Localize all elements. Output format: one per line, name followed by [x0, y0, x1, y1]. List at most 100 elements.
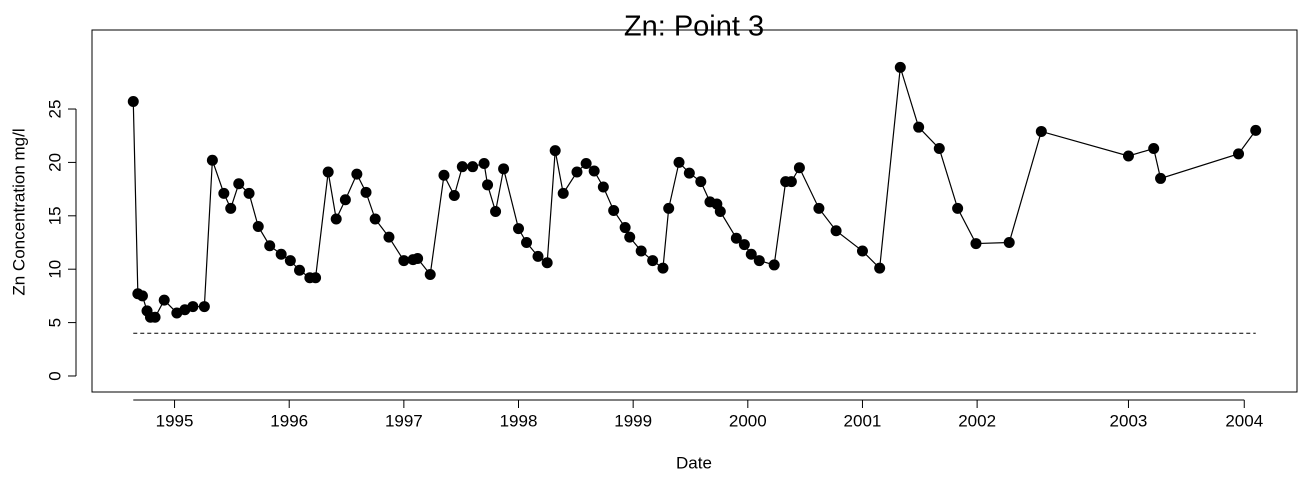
data-point [745, 248, 757, 260]
data-point [369, 213, 381, 225]
data-point [456, 161, 468, 173]
x-tick-label: 1998 [500, 411, 538, 430]
data-point [513, 223, 525, 235]
x-tick-label: 1999 [614, 411, 652, 430]
data-point [970, 238, 982, 250]
data-point [383, 231, 395, 243]
data-point [339, 194, 351, 206]
data-point [424, 269, 436, 281]
data-point [1122, 150, 1134, 162]
data-point [412, 253, 424, 265]
data-point [284, 255, 296, 267]
data-point [549, 145, 561, 157]
data-point [482, 179, 494, 191]
data-point [187, 301, 199, 313]
data-point [498, 163, 510, 175]
data-point [608, 204, 620, 216]
data-point [218, 187, 230, 199]
data-point [467, 161, 479, 173]
data-point [225, 202, 237, 214]
data-point [1155, 172, 1167, 184]
data-point [768, 259, 780, 271]
x-tick-label: 2000 [729, 411, 767, 430]
x-tick-label: 2001 [844, 411, 882, 430]
data-point [490, 206, 502, 218]
data-point [1035, 125, 1047, 137]
data-point [785, 176, 797, 188]
y-tick-label: 25 [45, 100, 64, 119]
data-point [663, 202, 675, 214]
data-point [753, 255, 765, 267]
data-point [448, 190, 460, 202]
data-point [683, 167, 695, 179]
data-point [657, 262, 669, 274]
data-point [1233, 148, 1245, 160]
plot-frame [91, 29, 1298, 393]
data-point [532, 250, 544, 262]
data-point [322, 166, 334, 178]
y-tick-label: 10 [45, 260, 64, 279]
data-point [438, 169, 450, 181]
x-tick-label: 1997 [385, 411, 423, 430]
data-point [730, 232, 742, 244]
x-tick-label: 2002 [958, 411, 996, 430]
x-axis-label: Date [676, 453, 712, 472]
data-point [294, 264, 306, 276]
y-tick-label: 5 [45, 318, 64, 327]
data-point [398, 255, 410, 267]
data-point [571, 166, 583, 178]
data-point [673, 156, 685, 168]
data-point [588, 165, 600, 177]
data-point [206, 154, 218, 166]
data-point [830, 225, 842, 237]
data-point [351, 168, 363, 180]
chart-title: Zn: Point 3 [624, 11, 764, 43]
data-point [330, 213, 342, 225]
x-tick-label: 1995 [156, 411, 194, 430]
y-tick-label: 0 [45, 371, 64, 380]
data-point [478, 157, 490, 169]
data-point [913, 121, 925, 133]
data-point [1250, 124, 1262, 136]
data-point [275, 248, 287, 260]
data-point [624, 231, 636, 243]
data-point [714, 206, 726, 218]
data-point [933, 143, 945, 155]
data-point [136, 290, 148, 302]
data-point [1148, 143, 1160, 155]
data-point [198, 301, 210, 313]
data-point [856, 245, 868, 257]
data-point [597, 181, 609, 193]
data-point [158, 294, 170, 306]
data-point [793, 162, 805, 174]
data-point [894, 61, 906, 73]
data-point [647, 255, 659, 267]
y-tick-label: 15 [45, 206, 64, 225]
data-point [1003, 237, 1015, 249]
data-point [264, 240, 276, 252]
data-point [635, 245, 647, 257]
data-point [619, 222, 631, 234]
data-point [243, 187, 255, 199]
data-point [557, 187, 569, 199]
x-tick-label: 2003 [1110, 411, 1148, 430]
data-line [132, 67, 1257, 318]
y-tick-label: 20 [45, 153, 64, 172]
x-tick-label: 2004 [1225, 411, 1263, 430]
data-point [521, 237, 533, 249]
data-point [874, 262, 886, 274]
y-axis-label: Zn Concentration mg/l [9, 128, 28, 295]
x-tick-label: 1996 [270, 411, 308, 430]
data-point [233, 178, 245, 190]
data-point [310, 272, 322, 284]
data-point [952, 202, 964, 214]
data-point [149, 311, 161, 323]
data-point [541, 257, 553, 269]
data-point [127, 96, 139, 108]
data-point [813, 202, 825, 214]
data-point [738, 239, 750, 251]
data-point [580, 157, 592, 169]
data-point [695, 176, 707, 188]
